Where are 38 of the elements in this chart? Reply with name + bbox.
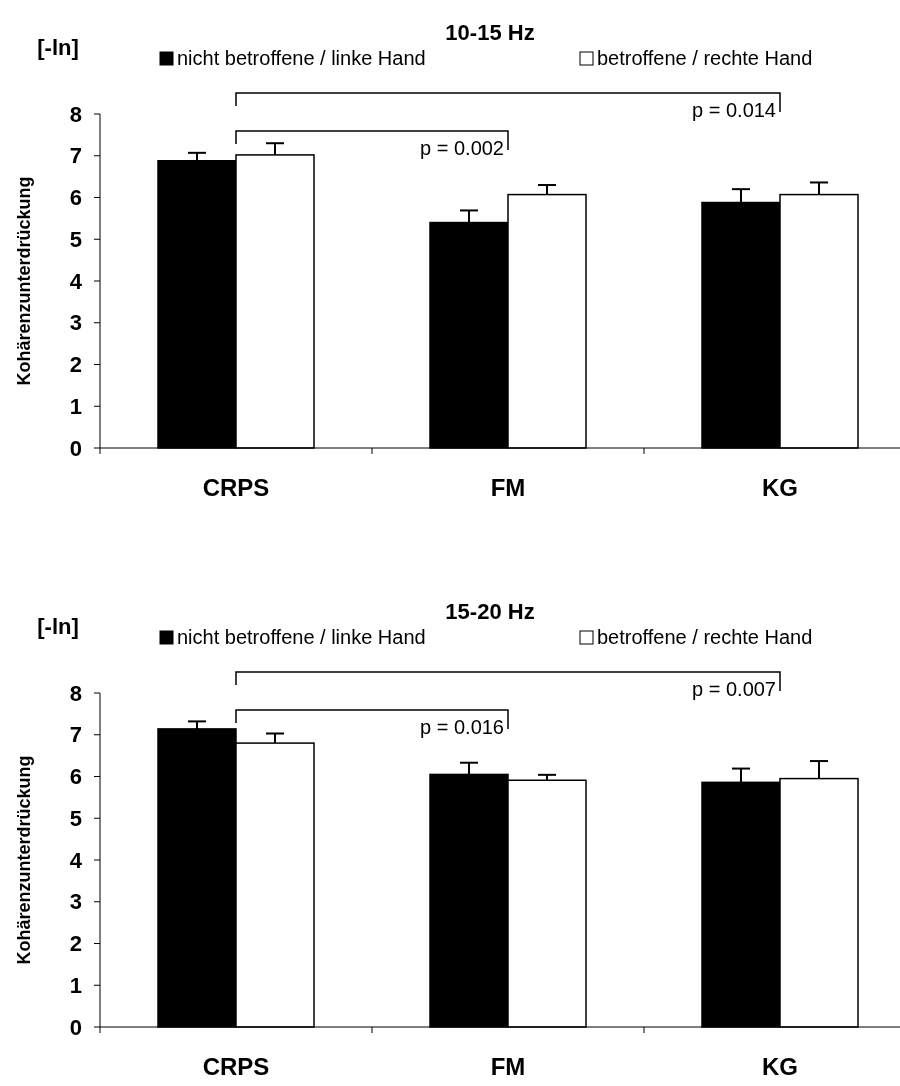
y-tick-label: 5	[69, 226, 82, 252]
x-tick-label: FM	[490, 474, 526, 501]
y-tick-label: 1	[69, 393, 82, 419]
y-axis-title: Kohärenzunterdrückung	[14, 755, 34, 965]
y-tick-label: 3	[69, 310, 82, 336]
chart-title: 15-20 Hz	[445, 599, 535, 624]
annotation: p = 0.002	[420, 137, 504, 159]
annotation: p = 0.014	[692, 99, 776, 121]
y-tick-label: 8	[69, 680, 82, 706]
text: [-ln]	[37, 614, 79, 639]
x-tick-label: CRPS	[202, 474, 270, 501]
y-tick-label: 0	[69, 435, 82, 461]
x-tick-label: CRPS	[202, 1053, 270, 1080]
y-axis-title: Kohärenzunterdrückung	[14, 176, 34, 386]
y-tick-label: 6	[69, 185, 82, 211]
x-tick-label: FM	[490, 1053, 526, 1080]
legend-label: betroffene / rechte Hand	[597, 47, 813, 69]
y-tick-label: 8	[69, 101, 82, 127]
y-tick-label: 2	[69, 931, 82, 957]
legend-label: betroffene / rechte Hand	[597, 626, 813, 648]
y-tick-label: 1	[69, 972, 82, 998]
y-tick-label: 7	[69, 143, 82, 169]
y-tick-label: 3	[69, 889, 82, 915]
y-tick-label: 7	[69, 722, 82, 748]
y-tick-label: 4	[69, 268, 83, 294]
x-tick-label: KG	[762, 1053, 798, 1080]
chart-title: 10-15 Hz	[445, 20, 535, 45]
x-tick-label: KG	[762, 474, 798, 501]
text: [-ln]	[37, 35, 79, 60]
y-tick-label: 5	[69, 805, 82, 831]
y-tick-label: 4	[69, 847, 83, 873]
legend-label: nicht betroffene / linke Hand	[177, 47, 426, 69]
annotation: p = 0.016	[420, 716, 504, 738]
legend-label: nicht betroffene / linke Hand	[177, 626, 426, 648]
y-tick-label: 2	[69, 352, 82, 378]
y-tick-label: 6	[69, 764, 82, 790]
annotation: p = 0.007	[692, 678, 776, 700]
y-tick-label: 0	[69, 1014, 82, 1040]
